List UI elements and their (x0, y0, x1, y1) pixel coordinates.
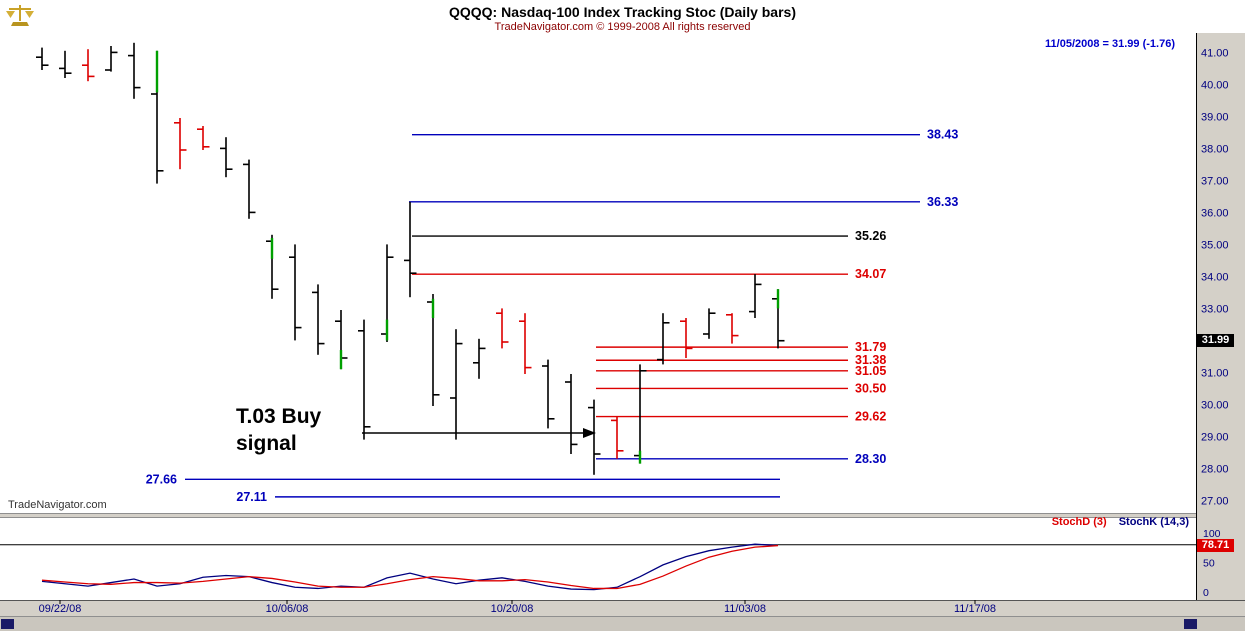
scrollbar-left-button[interactable] (1, 619, 14, 629)
last-quote-readout: 11/05/2008 = 31.99 (-1.76) (1045, 38, 1175, 50)
scrollbar-right-button[interactable] (1184, 619, 1197, 629)
price-pane[interactable] (0, 33, 1196, 513)
chart-title: QQQQ: Nasdaq-100 Index Tracking Stoc (Da… (449, 4, 796, 20)
buy-signal-line1: T.03 Buy (236, 405, 322, 428)
stoch-value-badge: 78.71 (1197, 539, 1234, 552)
date-axis (0, 600, 1245, 617)
buy-signal-annotation[interactable]: T.03 Buy signal (236, 403, 321, 457)
indicator-legend: StochD (3) StochK (14,3) (1052, 516, 1189, 528)
buy-signal-line2: signal (236, 432, 297, 455)
app-logo-icon (6, 5, 34, 26)
price-axis (1196, 33, 1245, 600)
pane-divider[interactable] (0, 513, 1196, 518)
copyright-notice: TradeNavigator.com © 1999-2008 All right… (494, 21, 751, 33)
stochastic-pane[interactable] (0, 518, 1196, 600)
stochk-legend-label[interactable]: StochK (14,3) (1118, 516, 1189, 528)
last-price-badge: 31.99 (1197, 334, 1234, 347)
chart-scrollbar[interactable] (0, 617, 1245, 631)
stochd-legend-label[interactable]: StochD (3) (1051, 516, 1107, 528)
watermark-label: TradeNavigator.com (8, 499, 107, 511)
